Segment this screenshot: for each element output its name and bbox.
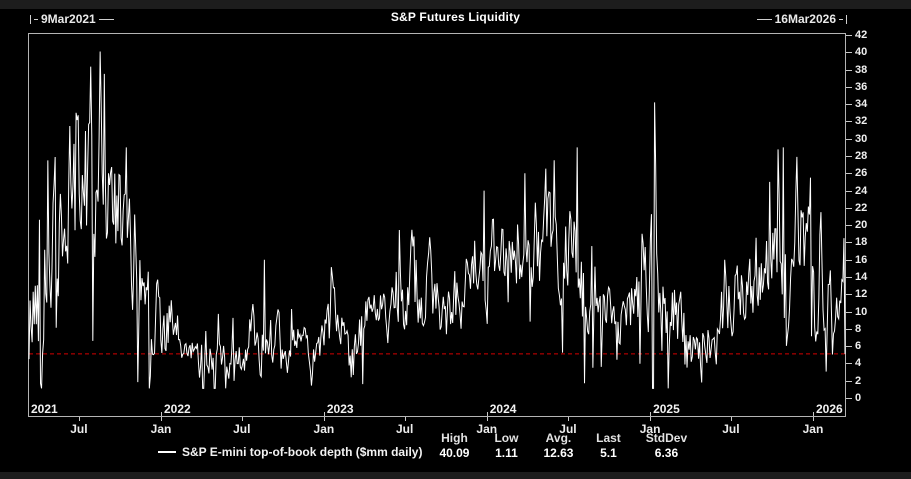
- y-tick: [846, 380, 852, 382]
- y-tick: [846, 346, 852, 348]
- y-tick-label: 34: [855, 98, 868, 111]
- y-tick-label: 28: [855, 150, 868, 162]
- x-month-tick: [650, 417, 652, 421]
- y-tick-label: 32: [855, 115, 868, 128]
- y-tick: [846, 104, 852, 106]
- y-tick-label: 16: [855, 253, 868, 266]
- y-tick: [846, 225, 852, 227]
- y-tick: [846, 363, 852, 365]
- x-month-tick: [730, 417, 732, 421]
- stat-value: 12.63: [543, 446, 574, 460]
- stat-header: High: [441, 431, 468, 445]
- stat-high: High 40.09: [426, 431, 482, 461]
- y-tick: [846, 121, 852, 123]
- legend-series-label: S&P E-mini top-of-book depth ($mm daily): [182, 445, 423, 459]
- y-tick: [846, 259, 852, 261]
- stat-value: 5.1: [600, 446, 617, 460]
- y-tick: [846, 277, 852, 278]
- x-month-label: Jan: [802, 422, 824, 436]
- legend-line-sample-icon: [158, 451, 176, 453]
- stat-header: StdDev: [645, 431, 688, 445]
- date-range-start: 9Mar2021: [30, 12, 114, 26]
- y-tick-label: 6: [855, 340, 862, 353]
- stat-last: Last 5.1: [586, 431, 630, 461]
- y-tick-label: 20: [855, 219, 868, 232]
- stat-low: Low 1.11: [482, 431, 530, 461]
- y-tick-label: 38: [855, 63, 868, 76]
- y-tick: [846, 35, 852, 36]
- stat-avg: Avg. 12.63: [530, 431, 586, 461]
- range-dash-icon: [98, 18, 114, 20]
- y-tick: [846, 69, 852, 71]
- x-month-tick: [323, 417, 325, 421]
- y-tick: [846, 328, 852, 330]
- stat-header: Avg.: [545, 431, 572, 445]
- y-tick-label: 10: [855, 305, 868, 318]
- y-tick: [846, 52, 852, 54]
- y-tick: [846, 138, 852, 140]
- y-tick: [846, 190, 852, 192]
- end-date-label: 16Mar2026: [774, 12, 836, 26]
- page-title: S&P Futures Liquidity: [390, 10, 521, 24]
- x-month-tick: [78, 417, 80, 421]
- y-tick-label: 12: [855, 288, 868, 301]
- y-tick-label: 40: [855, 46, 868, 59]
- window-top-edge: [0, 0, 911, 9]
- stat-value: 40.09: [439, 446, 470, 460]
- start-date-label: 9Mar2021: [41, 12, 96, 26]
- y-tick-label: 24: [855, 184, 868, 197]
- y-tick: [846, 156, 852, 157]
- y-tick: [846, 207, 852, 209]
- stat-value: 6.36: [654, 446, 679, 460]
- legend-series: S&P E-mini top-of-book depth ($mm daily): [158, 444, 422, 461]
- stat-value: 1.11: [495, 446, 518, 460]
- x-month-tick: [241, 417, 243, 421]
- range-start-tick-icon: [30, 14, 31, 24]
- x-month-label: Jul: [722, 422, 740, 436]
- y-tick: [846, 294, 852, 296]
- y-tick-label: 2: [855, 374, 862, 387]
- y-tick-label: 0: [855, 392, 862, 404]
- x-month-tick: [567, 417, 569, 421]
- range-end-tick-icon: [846, 14, 847, 24]
- date-range-end: 16Mar2026: [756, 12, 847, 26]
- stat-header: Last: [596, 431, 621, 445]
- liquidity-chart-plot[interactable]: [28, 33, 846, 417]
- y-tick: [846, 311, 852, 313]
- y-tick-label: 30: [855, 132, 868, 145]
- y-tick-label: 4: [855, 357, 862, 370]
- y-tick-label: 18: [855, 236, 868, 249]
- x-month-label: Jul: [70, 422, 88, 436]
- stat-stddev: StdDev 6.36: [630, 431, 702, 461]
- legend: S&P E-mini top-of-book depth ($mm daily)…: [158, 431, 702, 461]
- range-dash-icon: [34, 18, 38, 20]
- y-tick-label: 26: [855, 167, 868, 180]
- x-month-tick: [486, 417, 488, 421]
- y-tick-label: 14: [855, 271, 868, 283]
- y-tick: [846, 242, 852, 244]
- range-dash-icon: [756, 18, 772, 20]
- y-tick: [846, 398, 852, 399]
- y-tick-label: 8: [855, 322, 862, 335]
- stats-table: High 40.09 Low 1.11 Avg. 12.63 Last 5.1 StdDev 6.…: [426, 431, 702, 461]
- y-tick-label: 36: [855, 80, 868, 93]
- stat-header: Low: [494, 431, 519, 445]
- y-tick: [846, 173, 852, 175]
- y-tick: [846, 86, 852, 88]
- x-month-tick: [404, 417, 406, 421]
- window-bottom-edge: [0, 472, 911, 479]
- x-month-tick: [160, 417, 162, 421]
- y-tick-label: 42: [855, 29, 868, 41]
- depth-series-line: [28, 51, 846, 389]
- range-dash-icon: [839, 18, 843, 20]
- x-month-tick: [812, 417, 814, 421]
- plot-frame: [28, 33, 846, 417]
- y-tick-label: 22: [855, 201, 868, 214]
